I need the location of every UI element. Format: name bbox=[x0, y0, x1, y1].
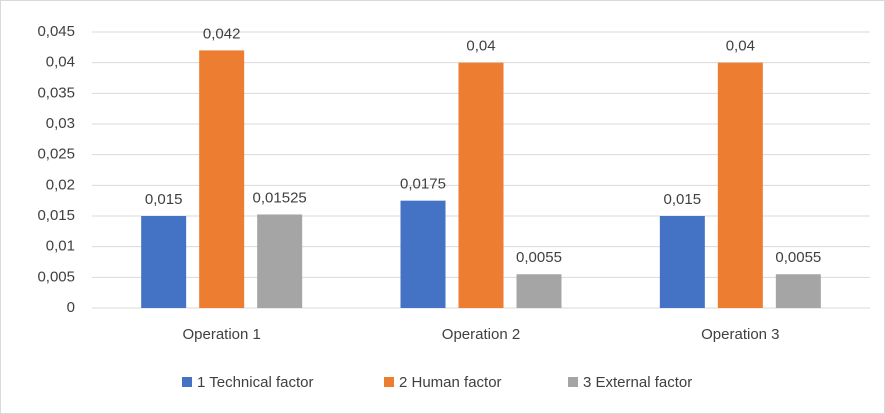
value-label: 0,0175 bbox=[400, 176, 446, 193]
legend-label: 1 Technical factor bbox=[197, 374, 313, 391]
value-label: 0,015 bbox=[145, 191, 183, 208]
value-label: 0,015 bbox=[664, 191, 702, 208]
bar bbox=[775, 274, 821, 308]
y-tick-label: 0,04 bbox=[46, 54, 75, 71]
value-label: 0,01525 bbox=[253, 189, 307, 206]
y-tick-label: 0,015 bbox=[37, 207, 75, 224]
bar bbox=[257, 214, 303, 308]
value-label: 0,04 bbox=[466, 38, 495, 55]
x-tick-label: Operation 1 bbox=[182, 326, 260, 343]
bar bbox=[199, 50, 245, 309]
legend-swatch bbox=[182, 377, 192, 387]
value-label: 0,04 bbox=[726, 38, 755, 55]
y-tick-label: 0,035 bbox=[37, 84, 75, 101]
bar bbox=[458, 62, 504, 308]
x-tick-label: Operation 3 bbox=[701, 326, 779, 343]
y-tick-label: 0,02 bbox=[46, 176, 75, 193]
value-label: 0,0055 bbox=[775, 249, 821, 266]
value-label: 0,0055 bbox=[516, 249, 562, 266]
y-tick-label: 0 bbox=[67, 299, 75, 316]
bar bbox=[659, 216, 705, 308]
legend-label: 2 Human factor bbox=[399, 374, 502, 391]
y-tick-label: 0,025 bbox=[37, 146, 75, 163]
legend-label: 3 External factor bbox=[583, 374, 692, 391]
value-label: 0,042 bbox=[203, 25, 241, 42]
y-tick-label: 0,01 bbox=[46, 238, 75, 255]
legend-swatch bbox=[384, 377, 394, 387]
x-tick-label: Operation 2 bbox=[442, 326, 520, 343]
y-tick-label: 0,005 bbox=[37, 268, 75, 285]
y-tick-label: 0,045 bbox=[37, 23, 75, 40]
bar bbox=[717, 62, 763, 308]
legend-swatch bbox=[568, 377, 578, 387]
bar bbox=[516, 274, 562, 308]
bar bbox=[400, 200, 446, 308]
y-tick-label: 0,03 bbox=[46, 115, 75, 132]
bar bbox=[141, 216, 187, 308]
